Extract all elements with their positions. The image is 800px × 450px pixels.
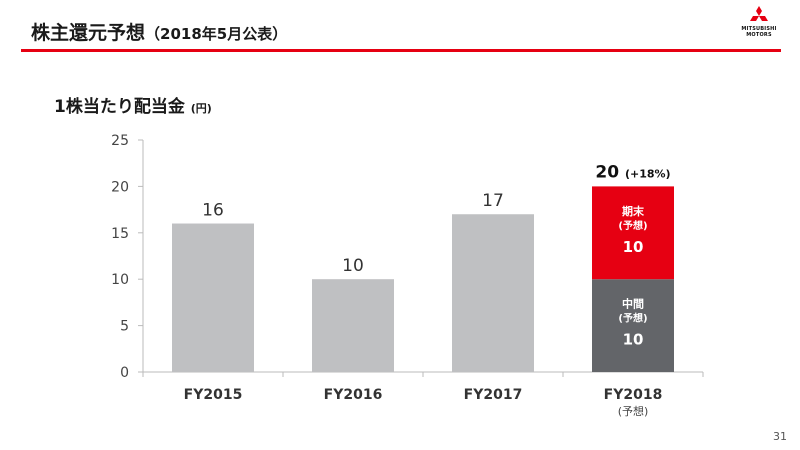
total-label: 20 (+18%) bbox=[595, 162, 670, 182]
three-diamonds-icon bbox=[750, 6, 768, 21]
segment-note: (予想) bbox=[618, 219, 647, 232]
bar-fy2015 bbox=[172, 223, 254, 372]
logo-text-2: MOTORS bbox=[746, 32, 772, 38]
chart-unit: (円) bbox=[190, 102, 212, 115]
y-tick-label: 5 bbox=[120, 319, 129, 335]
segment-note: (予想) bbox=[618, 312, 647, 325]
data-label: 17 bbox=[482, 191, 504, 211]
header-divider bbox=[21, 49, 781, 52]
brand-logo: MITSUBISHI MOTORS bbox=[734, 6, 784, 46]
bar-fy2017 bbox=[452, 214, 534, 372]
segment-value: 10 bbox=[623, 238, 644, 256]
data-label: 10 bbox=[342, 256, 364, 276]
title-main: 株主還元予想 bbox=[31, 22, 146, 44]
y-tick-label: 0 bbox=[120, 365, 129, 381]
page-number: 31 bbox=[773, 430, 787, 443]
x-category-label: FY2018 bbox=[604, 387, 663, 403]
slide-header: 株主還元予想（2018年5月公表） MITSUBISHI MOTORS bbox=[0, 0, 800, 54]
segment-name: 中間 bbox=[622, 297, 644, 311]
stack-segment-0 bbox=[592, 279, 674, 372]
logo-text-1: MITSUBISHI bbox=[741, 26, 777, 32]
y-tick-label: 10 bbox=[111, 272, 129, 288]
y-tick-label: 20 bbox=[111, 179, 129, 195]
y-tick-label: 15 bbox=[111, 226, 129, 242]
segment-value: 10 bbox=[623, 331, 644, 349]
stack-segment-1 bbox=[592, 186, 674, 280]
x-category-note: (予想) bbox=[618, 404, 649, 418]
chart-title-text: 1株当たり配当金 bbox=[54, 97, 185, 117]
bar-fy2016 bbox=[312, 279, 394, 372]
total-value: 20 bbox=[595, 162, 625, 182]
chart-title: 1株当たり配当金 (円) bbox=[54, 92, 212, 117]
x-category-label: FY2016 bbox=[324, 387, 383, 403]
y-tick-label: 25 bbox=[111, 133, 129, 149]
title-note: （2018年5月公表） bbox=[145, 25, 288, 43]
x-category-label: FY2015 bbox=[184, 387, 243, 403]
segment-name: 期末 bbox=[622, 204, 645, 218]
data-label: 16 bbox=[202, 201, 224, 221]
growth-note: (+18%) bbox=[625, 167, 671, 180]
x-category-label: FY2017 bbox=[464, 387, 523, 403]
page-title: 株主還元予想（2018年5月公表） bbox=[31, 18, 287, 45]
